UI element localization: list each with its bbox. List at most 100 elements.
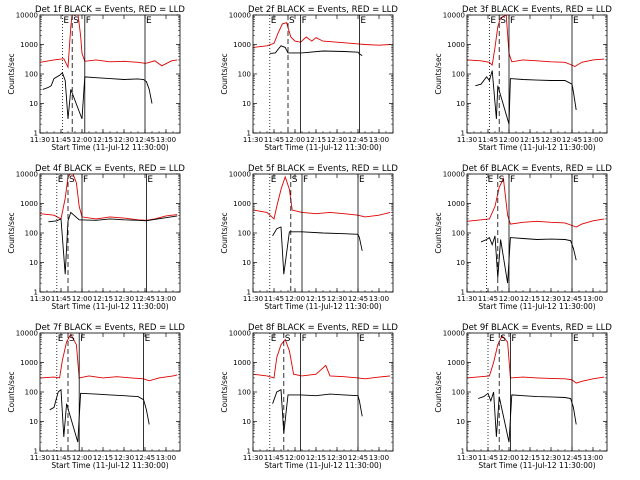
plot-frame <box>466 173 608 293</box>
y-tick-label: 1000 <box>447 41 465 49</box>
chart-title: Det 9f BLACK = Events, RED = LLD <box>462 323 612 333</box>
x-tick-label: 13:00 <box>583 136 603 144</box>
x-tick-label: 13:00 <box>369 136 389 144</box>
x-tick-label: 11:45 <box>478 295 498 303</box>
x-tick-label: 13:00 <box>369 295 389 303</box>
x-tick-label: 11:45 <box>51 136 71 144</box>
x-tick-label: 12:30 <box>327 295 347 303</box>
y-tick-label: 10000 <box>229 12 251 20</box>
x-tick-label: 11:30 <box>243 295 263 303</box>
marker-label: E <box>58 334 64 344</box>
x-tick-label: 12:30 <box>541 136 561 144</box>
x-tick-label: 12:00 <box>72 295 92 303</box>
x-tick-label: 12:15 <box>520 295 540 303</box>
event-rate-line <box>42 72 153 120</box>
x-axis-label: Start Time (11-Jul-12 11:30:00) <box>51 461 168 470</box>
x-tick-label: 12:30 <box>327 454 347 462</box>
marker-label: E <box>573 16 579 26</box>
y-tick-label: 100 <box>452 71 465 79</box>
x-tick-label: 11:45 <box>264 454 284 462</box>
lld-rate-line <box>467 176 605 228</box>
y-tick-label: 10000 <box>16 171 38 179</box>
event-rate-line <box>272 226 363 275</box>
x-tick-label: 12:00 <box>285 454 305 462</box>
lld-rate-line <box>40 15 178 69</box>
y-tick-label: 100 <box>238 71 251 79</box>
y-tick-label: 100 <box>452 230 465 238</box>
marker-label: F <box>303 175 308 185</box>
x-tick-label: 11:30 <box>30 295 50 303</box>
event-rate-line <box>480 235 577 284</box>
x-tick-label: 12:45 <box>348 295 368 303</box>
marker-label: E <box>271 175 277 185</box>
y-tick-label: 1 <box>461 130 465 138</box>
x-axis-label: Start Time (11-Jul-12 11:30:00) <box>478 461 595 470</box>
chart-title: Det 5f BLACK = Events, RED = LLD <box>248 164 398 174</box>
y-tick-label: 10000 <box>443 12 465 20</box>
y-tick-label: 10000 <box>443 171 465 179</box>
x-tick-label: 11:45 <box>264 295 284 303</box>
x-tick-label: 11:45 <box>51 295 71 303</box>
series-group <box>253 22 391 56</box>
y-axis-label: Counts/sec <box>434 53 443 94</box>
marker-label: E <box>147 175 153 185</box>
y-tick-label: 1 <box>461 289 465 297</box>
series-group <box>40 333 178 443</box>
x-tick-label: 13:00 <box>156 454 176 462</box>
y-tick-label: 1000 <box>233 359 251 367</box>
x-tick-label: 13:00 <box>156 295 176 303</box>
y-tick-label: 10 <box>29 418 38 426</box>
marker-label: S <box>73 16 79 26</box>
x-tick-label: 12:00 <box>499 454 519 462</box>
x-tick-label: 12:30 <box>541 454 561 462</box>
plot-frame <box>39 173 181 293</box>
x-tick-label: 11:45 <box>478 454 498 462</box>
x-axis-label: Start Time (11-Jul-12 11:30:00) <box>478 143 595 152</box>
x-tick-label: 12:45 <box>348 136 368 144</box>
marker-label: E <box>359 334 365 344</box>
y-axis-label: Counts/sec <box>220 371 229 412</box>
marker-label: E <box>145 334 151 344</box>
x-tick-label: 13:00 <box>156 136 176 144</box>
chart-title: Det 6f BLACK = Events, RED = LLD <box>462 164 612 174</box>
lld-rate-line <box>40 333 178 382</box>
y-tick-label: 100 <box>452 389 465 397</box>
x-tick-label: 12:30 <box>541 295 561 303</box>
series-group <box>40 15 178 120</box>
marker-label: E <box>146 16 152 26</box>
y-tick-label: 1 <box>247 289 251 297</box>
x-axis-label: Start Time (11-Jul-12 11:30:00) <box>264 302 381 311</box>
y-axis-label: Counts/sec <box>7 53 16 94</box>
marker-label: F <box>302 334 307 344</box>
event-rate-line <box>48 211 178 275</box>
chart-title: Det 4f BLACK = Events, RED = LLD <box>35 164 185 174</box>
y-tick-label: 10 <box>456 100 465 108</box>
marker-label: E <box>573 175 579 185</box>
x-tick-label: 12:15 <box>306 295 326 303</box>
x-tick-label: 11:30 <box>457 136 477 144</box>
lld-rate-line <box>467 335 605 384</box>
x-tick-label: 12:00 <box>72 136 92 144</box>
marker-label: E <box>58 175 64 185</box>
y-axis-label: Counts/sec <box>220 212 229 253</box>
x-tick-label: 12:00 <box>499 295 519 303</box>
plot-frame <box>252 14 394 134</box>
x-tick-label: 12:15 <box>520 136 540 144</box>
marker-label: F <box>83 175 88 185</box>
x-tick-label: 12:30 <box>114 454 134 462</box>
x-axis-label: Start Time (11-Jul-12 11:30:00) <box>264 143 381 152</box>
y-tick-label: 1 <box>34 289 38 297</box>
x-tick-label: 13:00 <box>583 454 603 462</box>
x-axis-label: Start Time (11-Jul-12 11:30:00) <box>51 302 168 311</box>
x-tick-label: 11:45 <box>264 136 284 144</box>
x-tick-label: 13:00 <box>369 454 389 462</box>
marker-label: S <box>500 334 506 344</box>
x-axis-label: Start Time (11-Jul-12 11:30:00) <box>264 461 381 470</box>
marker-label: S <box>289 16 295 26</box>
series-group <box>467 15 605 125</box>
marker-label: E <box>271 334 277 344</box>
event-rate-line <box>272 388 363 434</box>
